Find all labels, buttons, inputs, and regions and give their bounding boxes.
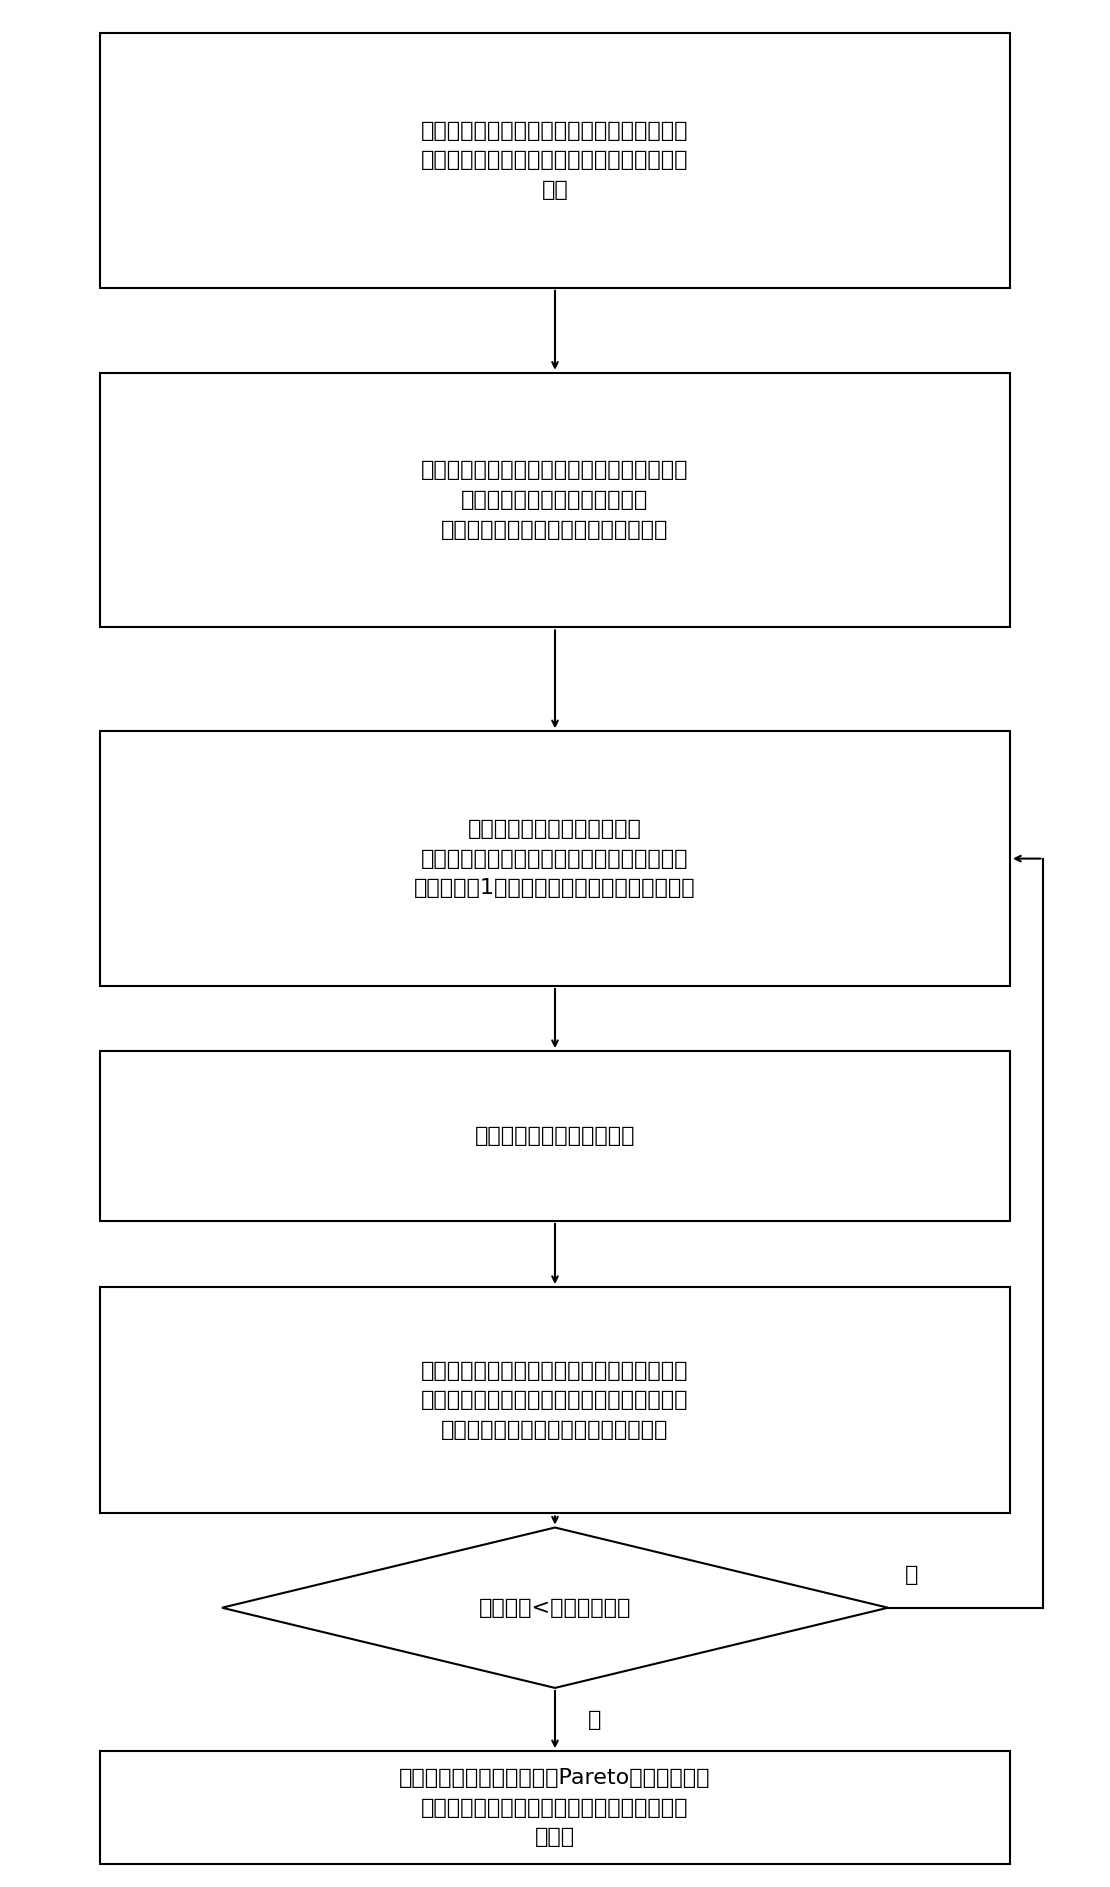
Text: 根据实际应用需要从最终的Pareto前端量子位置
集中选择合适的量子位置获得相应的频谱感知
方案。: 根据实际应用需要从最终的Pareto前端量子位置 集中选择合适的量子位置获得相应…: [400, 1768, 710, 1847]
Bar: [100, 1287, 1010, 1513]
Text: 更新量子萤火虫的量子位置: 更新量子萤火虫的量子位置: [475, 1127, 635, 1145]
Bar: [100, 730, 1010, 985]
Text: 种群中量子萤火虫的量子位置
根据其适应度值进行非支配量子位置排序，非
支配等级为1的量子位置放入精英量子位置集中: 种群中量子萤火虫的量子位置 根据其适应度值进行非支配量子位置排序，非 支配等级为…: [414, 819, 696, 898]
Text: 初始化量子萤火虫群，每只量子萤火虫的归一
化位置代表一种频谱感知方案，
确定需要求解的多目标适应度函数形式: 初始化量子萤火虫群，每只量子萤火虫的归一 化位置代表一种频谱感知方案， 确定需要…: [422, 460, 688, 540]
Text: 是: 是: [905, 1564, 918, 1585]
Bar: [100, 32, 1010, 287]
Text: 迭代次数<最大迭代次数: 迭代次数<最大迭代次数: [478, 1598, 632, 1617]
Text: 否: 否: [588, 1710, 602, 1730]
Bar: [100, 1051, 1010, 1221]
Polygon shape: [222, 1528, 888, 1689]
Bar: [100, 372, 1010, 626]
Text: 选择非支配量子位置加入精英量子位置集，并
对精英量子位置集进行非支配量子位置排序，
选择优良量子位置更新精英量子位置集: 选择非支配量子位置加入精英量子位置集，并 对精英量子位置集进行非支配量子位置排序…: [422, 1361, 688, 1440]
Bar: [100, 1751, 1010, 1864]
Text: 建立多目标频谱感知模型，确定多目标频谱感
知方法对应多目标量子萤火虫搜索机制的关键
参数: 建立多目标频谱感知模型，确定多目标频谱感 知方法对应多目标量子萤火虫搜索机制的关…: [422, 121, 688, 200]
